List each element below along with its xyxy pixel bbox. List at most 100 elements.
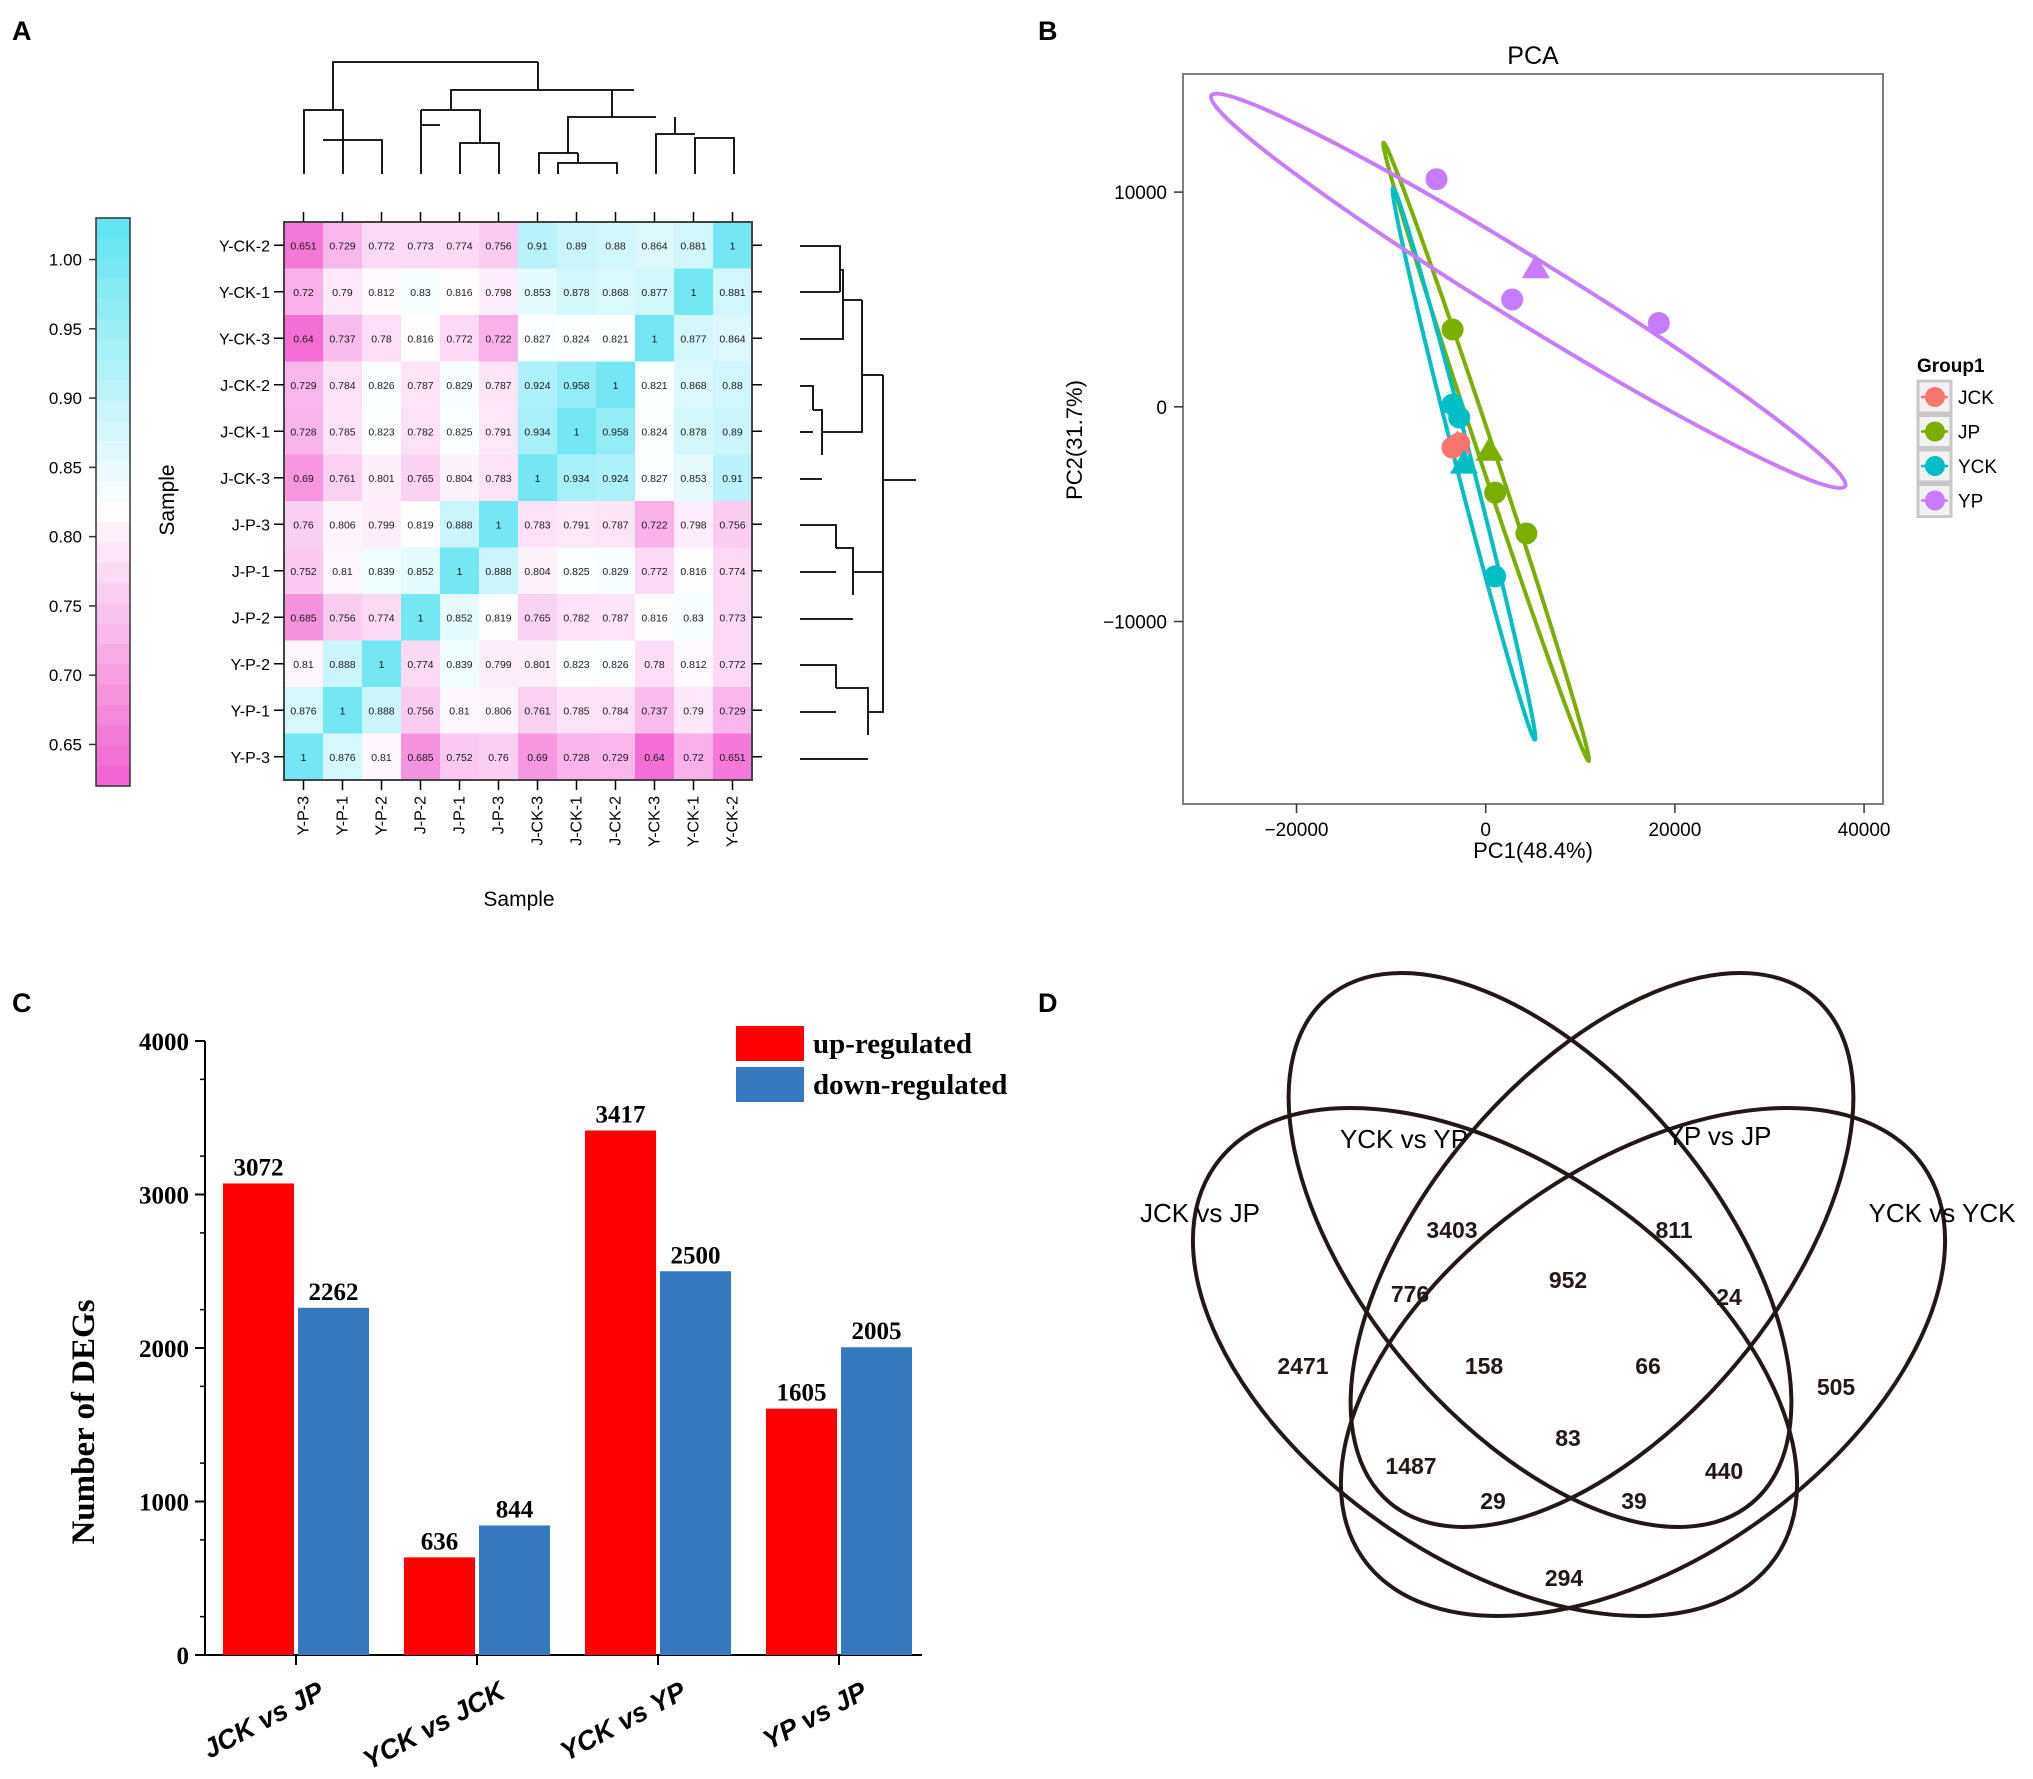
heatmap-cell-value: 0.79: [332, 287, 353, 299]
heatmap-cell-value: 0.785: [329, 426, 355, 438]
venn-region-value: 24: [1716, 1284, 1742, 1310]
pca-plot-frame: [1182, 73, 1884, 805]
heatmap-cell-value: 0.876: [329, 752, 355, 764]
pca-point-yp: [1425, 168, 1448, 191]
colorbar-segment: [96, 623, 130, 645]
heatmap-col-label: Y-P-2: [374, 796, 391, 836]
heatmap-cell-value: 0.83: [410, 287, 431, 299]
heatmap-cell-value: 0.89: [722, 426, 743, 438]
colorbar-tick-label: 0.95: [49, 320, 82, 339]
heatmap-cell: [479, 547, 519, 595]
heatmap-cell-value: 0.888: [446, 519, 472, 531]
venn-region-value: 811: [1655, 1217, 1692, 1243]
bar-y-tick-label: 4000: [139, 1029, 189, 1056]
heatmap-col-label: J-P-3: [491, 796, 508, 834]
heatmap-cell: [479, 733, 519, 781]
heatmap-cell-value: 0.76: [293, 519, 314, 531]
colorbar-segment: [96, 420, 130, 442]
colorbar-segment: [96, 278, 130, 300]
heatmap-cell: [635, 222, 675, 269]
heatmap-cell-value: 0.881: [680, 240, 706, 252]
heatmap-cell: [323, 222, 363, 269]
heatmap-cell: [440, 687, 480, 734]
pca-centroid-jp: [1475, 436, 1504, 461]
heatmap-cell-value: 1: [496, 519, 502, 531]
heatmap-cell-value: 0.72: [683, 752, 704, 764]
heatmap-cell-value: 0.934: [563, 473, 589, 485]
heatmap-cell: [401, 361, 441, 409]
bar-legend-swatch: [736, 1067, 804, 1102]
heatmap-cell-value: 0.888: [368, 705, 394, 717]
pca-point-yck: [1448, 406, 1471, 429]
heatmap-cell: [362, 268, 402, 316]
heatmap-cell-value: 0.824: [563, 333, 589, 345]
heatmap-cell: [674, 222, 714, 269]
heatmap-cell-value: 0.72: [293, 287, 314, 299]
heatmap-cell: [440, 547, 480, 595]
heatmap-col-label: Y-CK-1: [686, 796, 703, 847]
bar-value-label: 2005: [852, 1318, 902, 1345]
heatmap-cell-value: 0.888: [329, 659, 355, 671]
venn-region-value: 3403: [1426, 1217, 1477, 1243]
bar-panel: 0 1000 2000 3000 4000 JCK vs JP YCK vs JCK YCK …: [66, 1026, 1007, 1776]
heatmap-cell: [674, 687, 714, 734]
pca-x-tick-label: −20000: [1265, 820, 1329, 841]
bar-value-label: 3072: [234, 1154, 284, 1181]
heatmap-cell-value: 0.64: [293, 333, 314, 345]
heatmap-cell: [323, 408, 363, 455]
heatmap-cell: [674, 640, 714, 688]
pca-point-jp: [1441, 318, 1464, 341]
panel-label-b: B: [1038, 16, 1058, 46]
heatmap-cell: [596, 547, 636, 595]
heatmap-cell-value: 0.816: [641, 612, 667, 624]
pca-panel: PCA −20000 0 20000 40000 10000 0 −10000 PC1(48…: [1062, 42, 1997, 863]
heatmap-cell-value: 0.958: [602, 426, 628, 438]
pca-legend-label-jp: JP: [1958, 423, 1980, 444]
heatmap-cell: [323, 640, 363, 688]
venn-region-value: 39: [1621, 1488, 1647, 1514]
heatmap-cell: [557, 547, 597, 595]
bar-down-regulated: [841, 1347, 912, 1655]
pca-legend-marker: [1925, 490, 1945, 511]
heatmap-cell-value: 0.765: [407, 473, 433, 485]
heatmap-cell: [440, 408, 480, 455]
heatmap-cell-value: 0.69: [293, 473, 314, 485]
colorbar-segment: [96, 765, 130, 787]
heatmap-cell-value: 0.737: [641, 705, 667, 717]
heatmap-cell-value: 0.81: [371, 752, 392, 764]
colorbar-segment: [96, 542, 130, 564]
heatmap-cell-value: 0.825: [563, 566, 589, 578]
bar-y-axis-label: Number of DEGs: [66, 1299, 102, 1544]
heatmap-row-label: Y-P-1: [231, 703, 271, 720]
heatmap-cell-value: 0.722: [641, 519, 667, 531]
heatmap-cell-value: 0.773: [719, 612, 745, 624]
pca-y-axis-label: PC2(31.7%): [1062, 380, 1087, 500]
colorbar-segment: [96, 299, 130, 321]
heatmap-col-label: J-P-2: [413, 796, 430, 834]
heatmap-cell: [635, 268, 675, 316]
heatmap-cell-value: 1: [574, 426, 580, 438]
heatmap-cell-value: 0.729: [290, 380, 316, 392]
heatmap-cell: [440, 222, 480, 269]
heatmap-cell-value: 0.819: [407, 519, 433, 531]
heatmap-cell: [401, 547, 441, 595]
heatmap-cell-value: 0.924: [602, 473, 628, 485]
heatmap-cell-value: 0.78: [644, 659, 665, 671]
heatmap-cell-value: 0.81: [332, 566, 353, 578]
bar-y-tick-label: 0: [177, 1643, 190, 1670]
bar-y-tick-label: 1000: [139, 1490, 189, 1517]
heatmap-cell: [518, 733, 558, 781]
heatmap-cell-value: 0.825: [446, 426, 472, 438]
heatmap-cell: [362, 454, 402, 502]
heatmap-cell: [362, 501, 402, 548]
heatmap-cell-value: 0.812: [368, 287, 394, 299]
bar-down-regulated: [479, 1525, 550, 1655]
venn-set-label: YCK vs YP: [1340, 1124, 1468, 1154]
heatmap-col-label: Y-CK-2: [725, 796, 742, 847]
heatmap-cell: [674, 268, 714, 316]
heatmap-cell-value: 1: [340, 705, 346, 717]
heatmap-cell-value: 0.801: [368, 473, 394, 485]
heatmap-cell-value: 0.853: [680, 473, 706, 485]
heatmap-cell: [518, 640, 558, 688]
